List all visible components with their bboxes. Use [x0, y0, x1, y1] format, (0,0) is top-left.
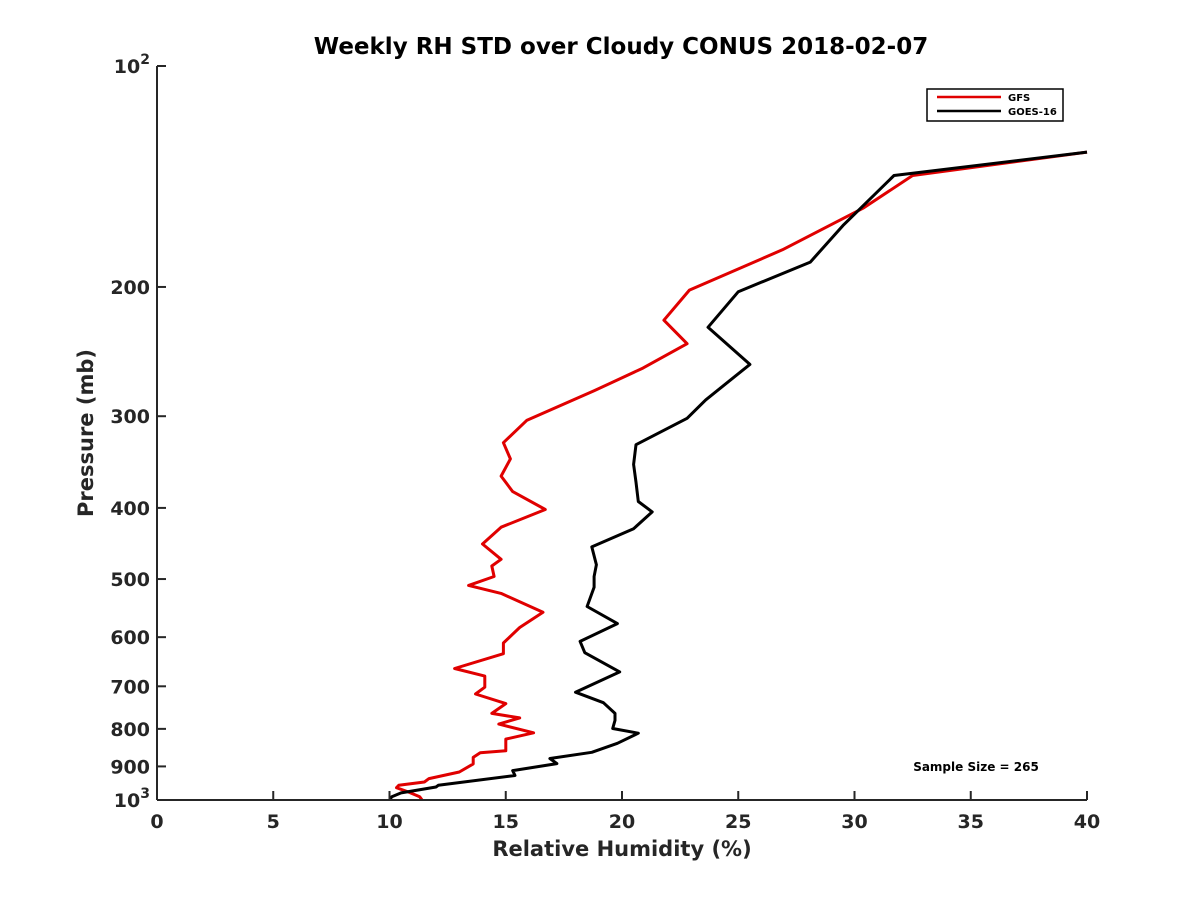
y-axis-ticks: 102 200 300 400 500 600 700 800 900 103 [110, 52, 166, 812]
y-tick-label: 600 [110, 627, 150, 649]
series-lines [388, 150, 1088, 801]
legend-label-goes16: GOES-16 [1008, 107, 1057, 118]
sample-size-annotation: Sample Size = 265 [913, 760, 1039, 774]
y-tick-label: 102 [114, 52, 150, 78]
y-tick-label: 800 [110, 719, 150, 741]
x-tick-label: 15 [493, 811, 519, 833]
y-tick-label: 103 [114, 786, 150, 812]
x-tick-label: 30 [841, 811, 867, 833]
x-axis-ticks: 0 5 10 15 20 25 30 35 40 [150, 791, 1100, 833]
x-tick-label: 25 [725, 811, 751, 833]
x-tick-label: 40 [1074, 811, 1100, 833]
y-tick-label: 300 [110, 406, 150, 428]
y-tick-label: 500 [110, 569, 150, 591]
x-tick-label: 10 [376, 811, 402, 833]
y-tick-label: 200 [110, 277, 150, 299]
y-tick-label: 900 [110, 756, 150, 778]
x-tick-label: 5 [267, 811, 280, 833]
y-tick-label: 400 [110, 498, 150, 520]
legend-label-gfs: GFS [1008, 93, 1030, 104]
x-axis-label: Relative Humidity (%) [492, 837, 751, 861]
x-tick-label: 35 [958, 811, 984, 833]
series-line-gfs [395, 150, 1088, 801]
chart-title: Weekly RH STD over Cloudy CONUS 2018-02-… [314, 34, 928, 60]
y-tick-label: 700 [110, 676, 150, 698]
x-tick-label: 0 [150, 811, 163, 833]
series-line-goes16 [388, 150, 1088, 801]
y-axis-label: Pressure (mb) [74, 349, 98, 517]
legend-box [926, 88, 1064, 122]
x-tick-label: 20 [609, 811, 635, 833]
legend: GFS GOES-16 [926, 88, 1064, 122]
